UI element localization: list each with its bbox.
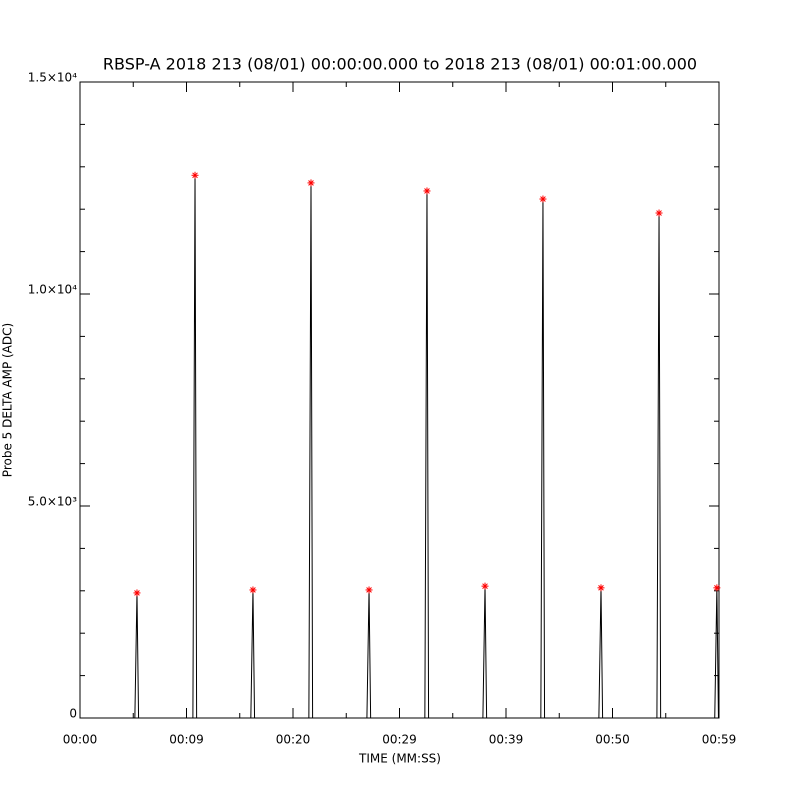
y-axis-label: Probe 5 DELTA AMP (ADC) (1, 323, 15, 477)
y-tick-label: 1.0×10⁴ (28, 283, 77, 297)
peak-marker (481, 582, 489, 590)
y-tick-label: 0 (69, 707, 77, 721)
peak-marker (191, 171, 199, 179)
peak-marker (307, 179, 315, 187)
peak-marker (133, 589, 141, 597)
x-tick-label: 00:39 (489, 733, 524, 747)
peak-marker (597, 584, 605, 592)
x-axis-label: TIME (MM:SS) (358, 752, 441, 766)
peak-marker (655, 209, 663, 217)
x-tick-label: 00:09 (169, 733, 204, 747)
x-tick-label: 00:00 (63, 733, 98, 747)
y-tick-label: 5.0×10³ (28, 495, 77, 509)
y-tick-label: 1.5×10⁴ (28, 71, 77, 85)
peak-marker (713, 584, 721, 592)
peak-marker (249, 586, 257, 594)
peak-marker (539, 195, 547, 203)
chart-title: RBSP-A 2018 213 (08/01) 00:00:00.000 to … (103, 55, 697, 74)
x-tick-label: 00:29 (382, 733, 417, 747)
x-tick-label: 00:20 (276, 733, 311, 747)
peak-marker (365, 586, 373, 594)
x-tick-label: 00:59 (702, 733, 737, 747)
x-tick-label: 00:50 (595, 733, 630, 747)
peak-marker (423, 187, 431, 195)
